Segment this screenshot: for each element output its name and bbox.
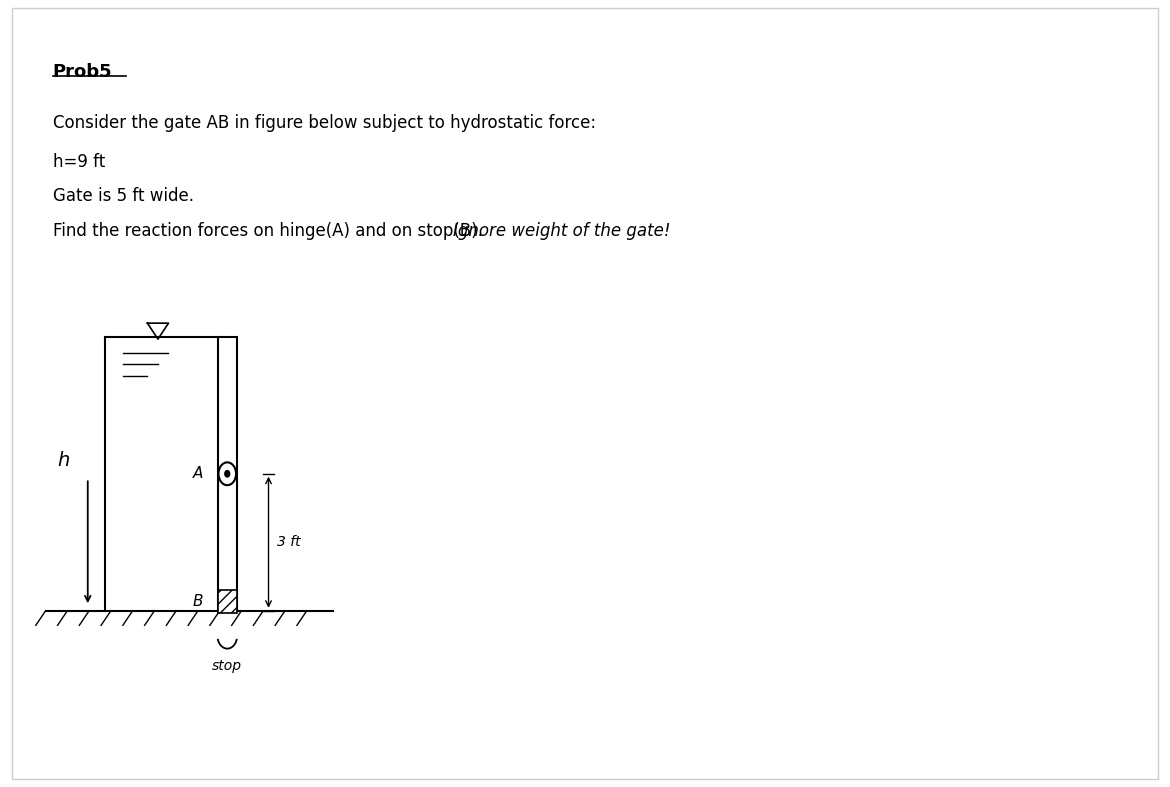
Text: h=9 ft: h=9 ft [53, 153, 105, 172]
Text: Prob5: Prob5 [53, 63, 112, 81]
Circle shape [225, 471, 229, 477]
Text: Find the reaction forces on hinge(A) and on stop(B).: Find the reaction forces on hinge(A) and… [53, 222, 488, 240]
Bar [218, 337, 236, 611]
Text: 3 ft: 3 ft [277, 535, 301, 549]
Bar [218, 590, 236, 613]
Text: B: B [193, 594, 204, 609]
Text: A: A [193, 466, 204, 482]
Text: stop: stop [212, 659, 242, 673]
Circle shape [219, 463, 236, 485]
Text: Ignore weight of the gate!: Ignore weight of the gate! [453, 222, 670, 240]
Text: $h$: $h$ [56, 451, 70, 470]
Text: Consider the gate AB in figure below subject to hydrostatic force:: Consider the gate AB in figure below sub… [53, 114, 596, 132]
Text: Gate is 5 ft wide.: Gate is 5 ft wide. [53, 187, 194, 205]
